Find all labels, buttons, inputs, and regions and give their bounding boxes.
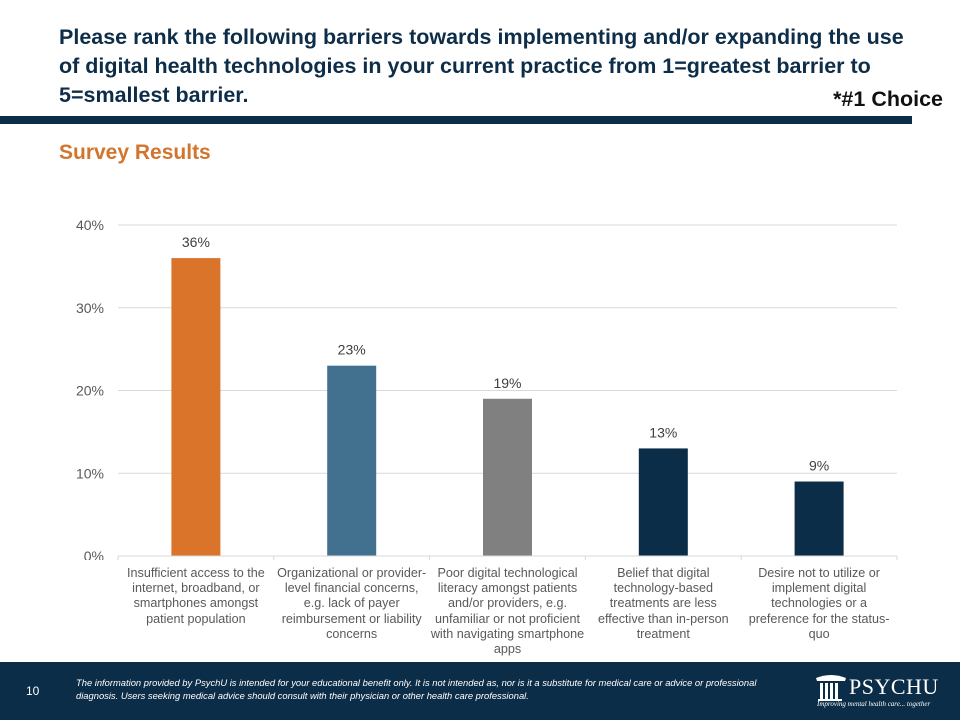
x-tick-label: Desire not to utilize or implement digit… xyxy=(748,566,890,641)
bar xyxy=(794,481,844,556)
y-tick-label: 10% xyxy=(76,465,104,481)
y-axis-ticks: 0% 10% 20% 30% 40% xyxy=(76,217,104,560)
data-label: 23% xyxy=(338,342,366,358)
x-tick-label: Belief that digital technology-based tre… xyxy=(597,566,729,641)
bar xyxy=(483,398,532,556)
footer: 10 The information provided by PsychU is… xyxy=(0,662,960,720)
y-tick-label: 40% xyxy=(76,217,104,233)
column-icon xyxy=(816,675,846,701)
logo-text: PSYCHU xyxy=(849,674,939,699)
data-label: 36% xyxy=(182,234,210,250)
page-number: 10 xyxy=(26,684,40,698)
data-label: 19% xyxy=(493,375,521,391)
data-label: 13% xyxy=(649,424,677,440)
y-tick-label: 30% xyxy=(76,300,104,316)
x-tick-label: Insufficient access to the internet, bro… xyxy=(127,566,265,626)
header-divider xyxy=(0,116,912,124)
y-tick-label: 20% xyxy=(76,383,104,399)
x-tick-label: Organizational or provider-level financi… xyxy=(277,566,427,641)
chart-subtitle: Survey Results xyxy=(59,141,211,164)
x-tick-label: Poor digital technological literacy amon… xyxy=(430,566,585,657)
disclaimer: The information provided by PsychU is in… xyxy=(76,677,757,701)
slide-title: Please rank the following barriers towar… xyxy=(59,25,904,107)
logo-tagline: Improving mental health care... together xyxy=(817,700,931,708)
bar xyxy=(327,365,377,556)
data-label: 9% xyxy=(809,458,829,474)
x-axis xyxy=(117,555,898,560)
data-labels: 36% 23% 19% 13% 9% xyxy=(182,234,829,473)
psychu-logo: PSYCHU Improving mental health care... t… xyxy=(815,672,945,712)
choice-note: *#1 Choice xyxy=(833,87,943,111)
bars xyxy=(171,258,844,556)
bar xyxy=(638,448,688,556)
bar-chart: 0% 10% 20% 30% 40% 36% 23% 19% 13% 9% xyxy=(76,217,898,560)
bar xyxy=(171,258,221,556)
y-tick-label: 0% xyxy=(84,548,104,560)
